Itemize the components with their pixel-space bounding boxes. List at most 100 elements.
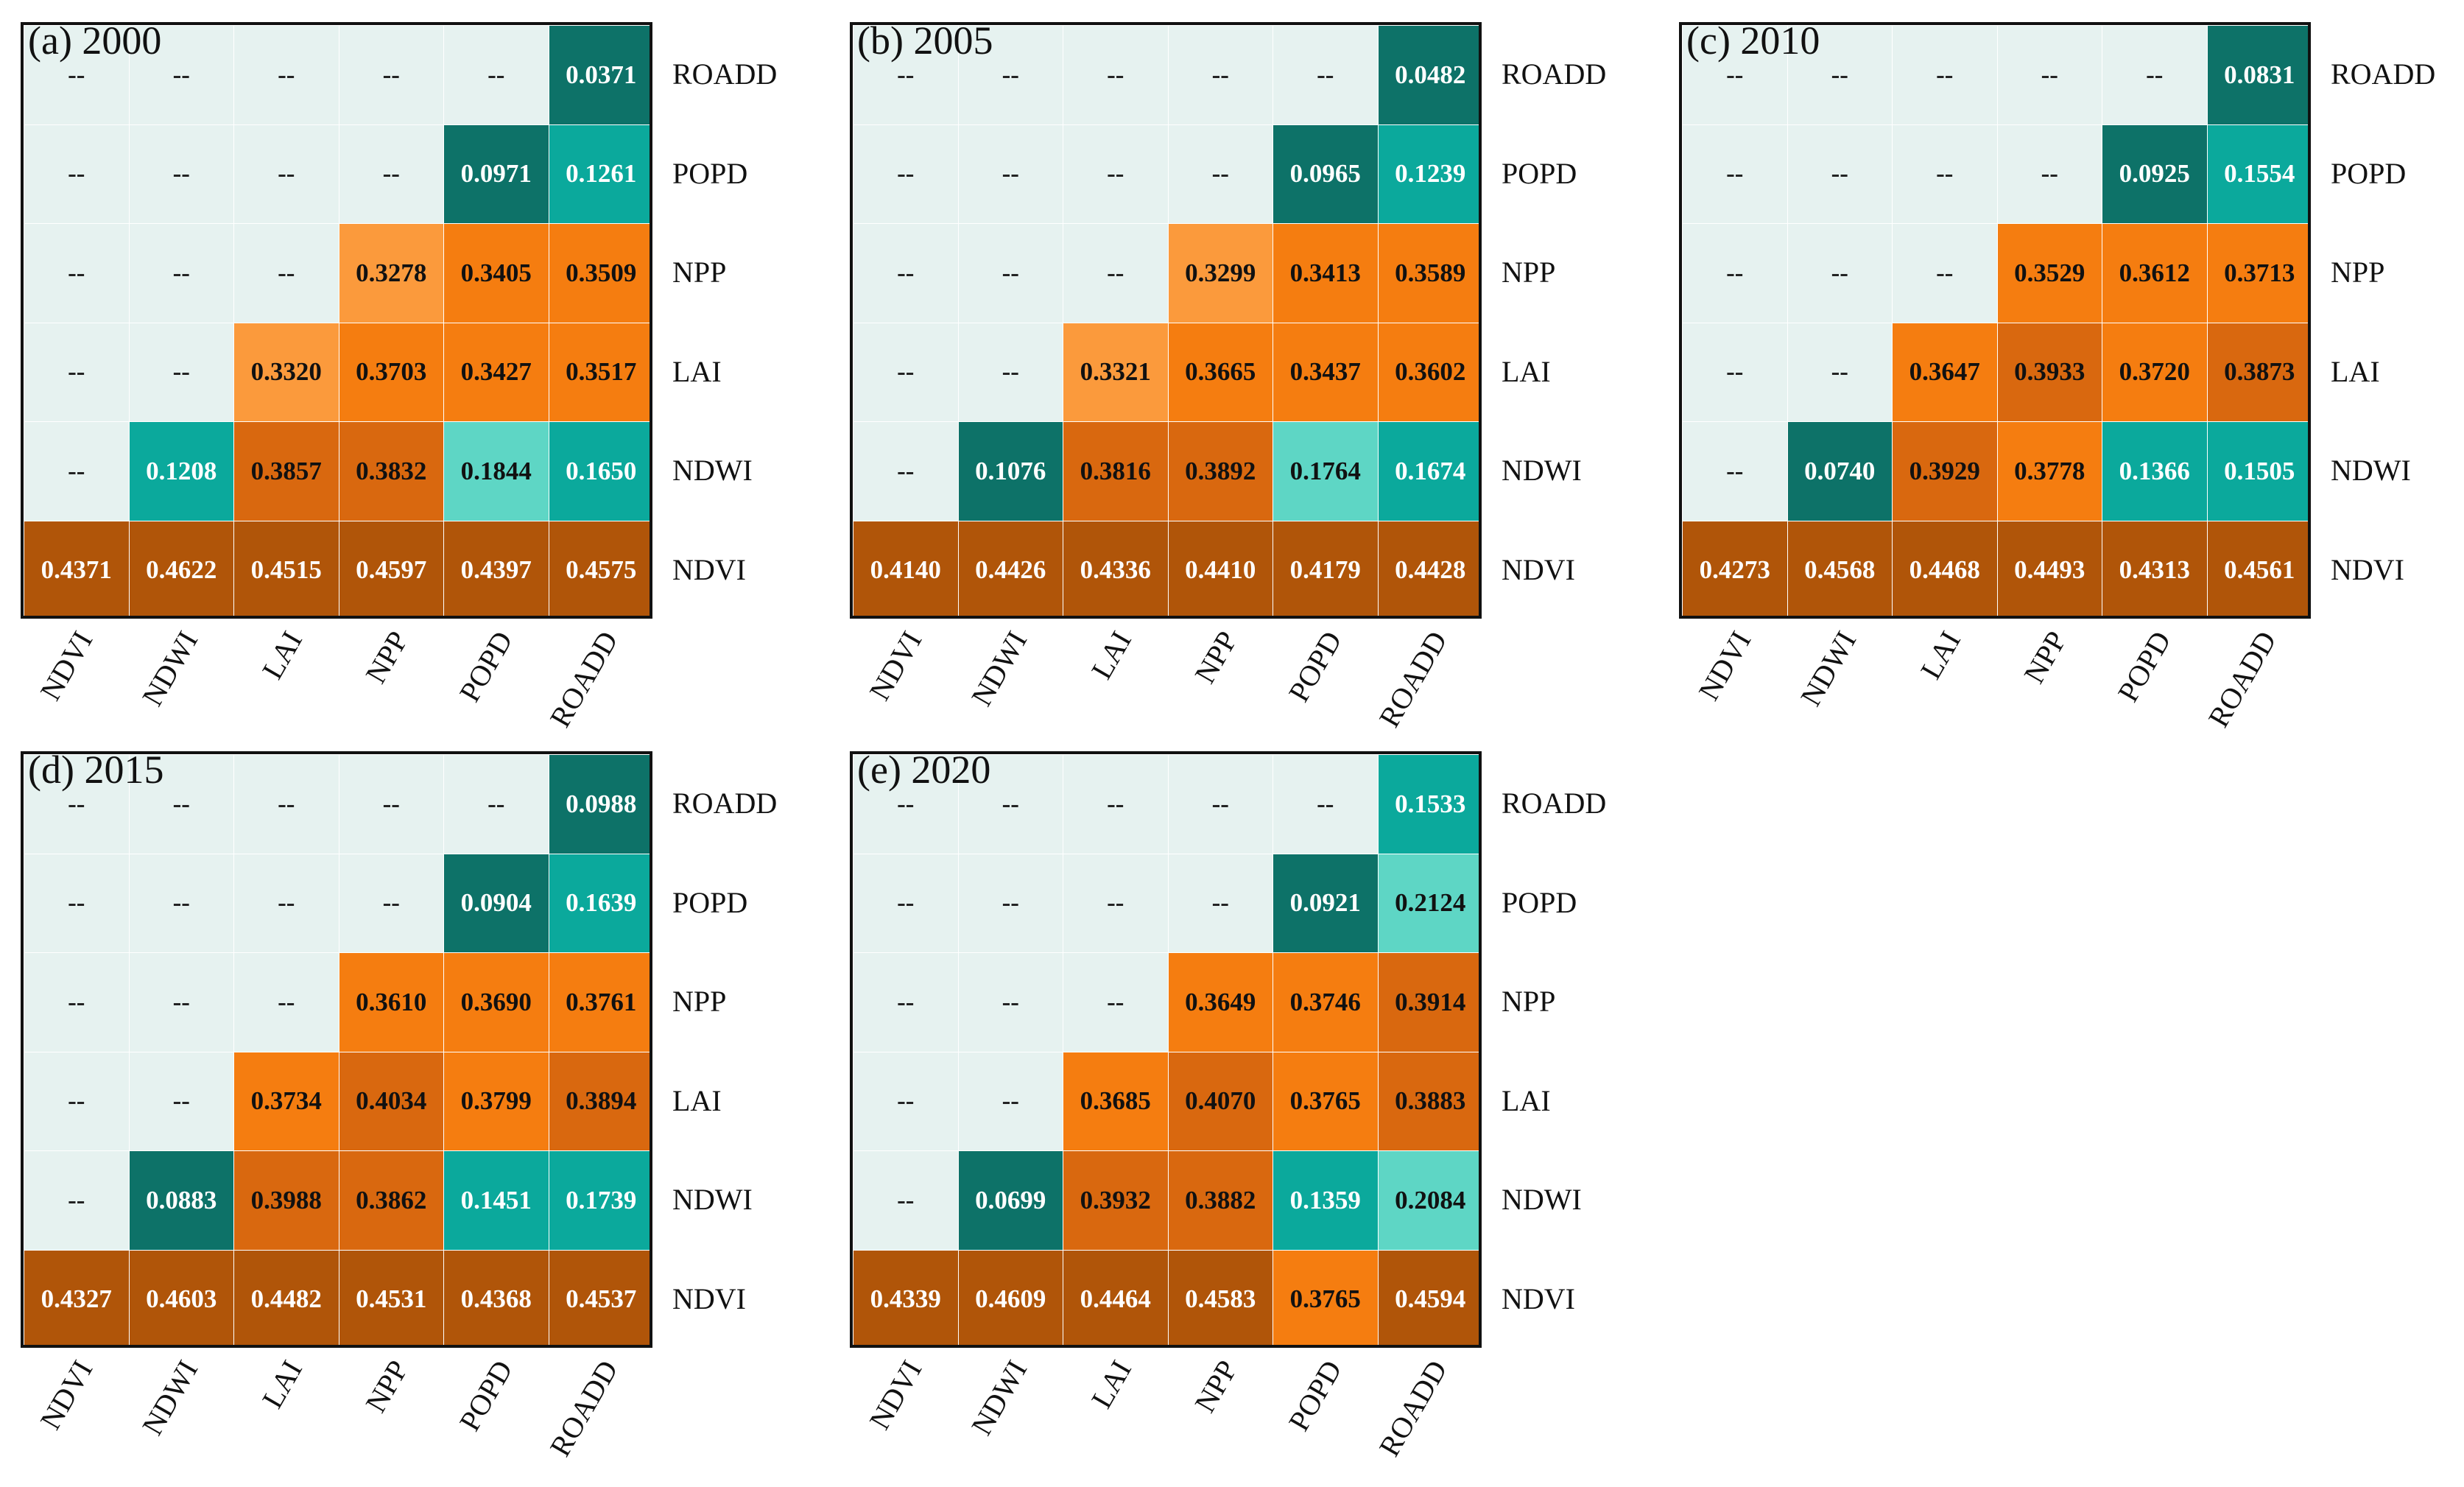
heatmap-cell: 0.0699 [957, 1150, 1063, 1251]
column-label: NPP [358, 1354, 415, 1419]
row-label: NDWI [1502, 454, 1582, 488]
heatmap-cell: -- [128, 322, 234, 422]
heatmap-cell: 0.1533 [1377, 754, 1479, 854]
heatmap-grid: -- -- -- -- -- 0.0482 -- -- -- -- 0.0965 0.1239 -- --… [850, 22, 1482, 619]
heatmap-cell: 0.3914 [1377, 952, 1479, 1052]
heatmap-cell: 0.3278 [338, 223, 444, 323]
heatmap-cell: -- [1167, 25, 1273, 125]
row-label: NDWI [672, 454, 753, 488]
heatmap-cell: 0.1844 [443, 421, 549, 521]
heatmap-cell: 0.4622 [128, 520, 234, 616]
column-label: NDWI [964, 625, 1034, 712]
row-label: NDWI [1502, 1183, 1582, 1217]
heatmap-cell: 0.4327 [24, 1249, 130, 1345]
row-label: ROADD [1502, 787, 1607, 820]
heatmap-cell: 0.3894 [548, 1051, 650, 1151]
heatmap-cell: -- [1892, 25, 1998, 125]
heatmap-cell: -- [233, 25, 339, 125]
heatmap-cell: 0.1208 [128, 421, 234, 521]
heatmap-cell: -- [233, 223, 339, 323]
heatmap-cell: 0.3832 [338, 421, 444, 521]
heatmap-cell: -- [338, 25, 444, 125]
heatmap-cell: -- [1273, 25, 1379, 125]
panel-title: (a) 2000 [28, 18, 162, 63]
heatmap-cell: 0.3933 [1996, 322, 2102, 422]
heatmap-cell: -- [1063, 853, 1169, 953]
column-label: ROADD [543, 625, 624, 733]
row-label: POPD [1502, 885, 1577, 919]
heatmap-cell: 0.3857 [233, 421, 339, 521]
heatmap-cell: -- [853, 223, 959, 323]
heatmap-panel-5: -- -- -- -- -- 0.1533 -- -- -- -- 0.0921 0.2124 -- --… [850, 748, 1645, 1462]
column-label: NDVI [862, 1354, 929, 1435]
column-label: NDWI [964, 1354, 1034, 1441]
heatmap-cell: -- [957, 952, 1063, 1052]
heatmap-cell: 0.4561 [2206, 520, 2308, 616]
heatmap-cell: 0.4568 [1787, 520, 1893, 616]
heatmap-cell: -- [338, 124, 444, 224]
heatmap-cell: -- [1167, 124, 1273, 224]
heatmap-cell: 0.4603 [128, 1249, 234, 1345]
heatmap-cell: 0.3883 [1377, 1051, 1479, 1151]
row-label: ROADD [672, 787, 778, 820]
row-label: POPD [1502, 156, 1577, 190]
heatmap-cell: 0.3610 [338, 952, 444, 1052]
heatmap-cell: 0.3321 [1063, 322, 1169, 422]
row-label: NDVI [1502, 1282, 1575, 1315]
heatmap-cell: 0.3713 [2206, 223, 2308, 323]
heatmap-cell: -- [957, 223, 1063, 323]
column-label: LAI [1914, 625, 1968, 685]
heatmap-cell: -- [1892, 124, 1998, 224]
column-label: POPD [2111, 625, 2178, 708]
row-label: NDVI [672, 1282, 746, 1315]
heatmap-cell: -- [24, 1150, 130, 1251]
heatmap-cell: -- [853, 754, 959, 854]
heatmap-cell: 0.1261 [548, 124, 650, 224]
heatmap-cell: 0.3685 [1063, 1051, 1169, 1151]
heatmap-cell: 0.4609 [957, 1249, 1063, 1345]
heatmap-cell: 0.1764 [1273, 421, 1379, 521]
heatmap-cell: 0.4583 [1167, 1249, 1273, 1345]
column-label: NDWI [135, 625, 205, 712]
column-label: NDVI [33, 625, 99, 706]
row-label: POPD [2331, 156, 2407, 190]
heatmap-cell: -- [1682, 223, 1788, 323]
heatmap-cell: 0.4336 [1063, 520, 1169, 616]
heatmap-cell: 0.1505 [2206, 421, 2308, 521]
heatmap-cell: 0.4428 [1377, 520, 1479, 616]
row-label: LAI [672, 1083, 722, 1117]
heatmap-cell: -- [1063, 25, 1169, 125]
heatmap-cell: 0.1739 [548, 1150, 650, 1251]
heatmap-cell: -- [1682, 322, 1788, 422]
heatmap-cell: 0.1451 [443, 1150, 549, 1251]
heatmap-cell: 0.3988 [233, 1150, 339, 1251]
column-label: ROADD [1372, 625, 1454, 733]
heatmap-cell: 0.3647 [1892, 322, 1998, 422]
column-label: POPD [1281, 1354, 1349, 1437]
heatmap-cell: 0.4537 [548, 1249, 650, 1345]
column-label: POPD [452, 625, 520, 708]
row-label: NPP [2331, 256, 2385, 289]
heatmap-cell: 0.3649 [1167, 952, 1273, 1052]
heatmap-cell: -- [1787, 322, 1893, 422]
panel-title: (b) 2005 [857, 18, 993, 63]
heatmap-grid: -- -- -- -- -- 0.0988 -- -- -- -- 0.0904 0.1639 -- --… [21, 751, 652, 1348]
heatmap-cell: -- [853, 952, 959, 1052]
row-label: NPP [672, 256, 727, 289]
heatmap-cell: 0.4034 [338, 1051, 444, 1151]
heatmap-cell: -- [1787, 223, 1893, 323]
heatmap-cell: 0.3690 [443, 952, 549, 1052]
heatmap-cell: -- [1682, 124, 1788, 224]
heatmap-cell: -- [24, 754, 130, 854]
heatmap-cell: 0.1239 [1377, 124, 1479, 224]
panel-title: (e) 2020 [857, 748, 991, 792]
heatmap-cell: 0.1674 [1377, 421, 1479, 521]
heatmap-cell: 0.3665 [1167, 322, 1273, 422]
heatmap-cell: -- [128, 124, 234, 224]
heatmap-cell: 0.3778 [1996, 421, 2102, 521]
heatmap-cell: -- [24, 223, 130, 323]
column-label: NDWI [1793, 625, 1863, 712]
heatmap-cell: 0.1076 [957, 421, 1063, 521]
heatmap-cell: 0.4339 [853, 1249, 959, 1345]
